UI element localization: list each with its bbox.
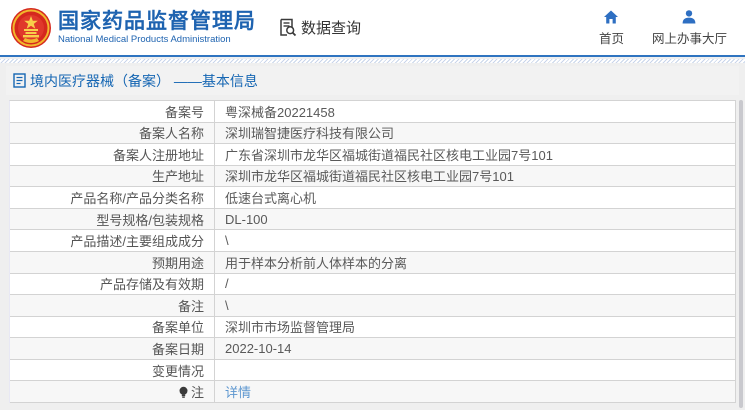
row-value: DL-100 [225,211,268,227]
row-label: 备案日期 [10,338,215,359]
agency-name-en: National Medical Products Administration [58,33,231,45]
table-row: 备案日期 2022-10-14 [10,338,735,360]
detail-link[interactable]: 详情 [225,385,252,401]
page-title: 境内医疗器械（备案） ——基本信息 [30,72,258,89]
row-label: 变更情况 [10,359,215,381]
row-label: 产品存储及有效期 [10,273,215,295]
row-value: 低速台式离心机 [225,191,317,207]
home-icon [604,10,619,23]
table-row: 预期用途 用于样本分析前人体样本的分离 [10,251,735,274]
table-row: 型号规格/包装规格 DL-100 [10,208,735,231]
page-title-bar: 境内医疗器械（备案） ——基本信息 [6,66,739,95]
table-row: 产品描述/主要组成成分 \ [10,230,735,252]
table-row: 备案人注册地址 广东省深圳市龙华区福城街道福民社区核电工业园7号101 [10,144,735,166]
bulb-icon [179,386,188,398]
data-query-label: 数据查询 [301,20,362,37]
table-row: 备案人名称 深圳瑞智捷医疗科技有限公司 [10,122,735,145]
user-icon [683,9,696,23]
row-value: 深圳市龙华区福城街道福民社区核电工业园7号101 [225,169,514,185]
row-label: 生产地址 [10,165,215,187]
row-value: 广东省深圳市龙华区福城街道福民社区核电工业园7号101 [225,147,553,163]
agency-name-zh: 国家药品监督管理局 [58,9,256,33]
header: 国家药品监督管理局 National Medical Products Admi… [0,0,745,57]
row-value: / [225,276,229,292]
data-query-tab[interactable]: 数据查询 [278,17,361,38]
row-label: 产品名称/产品分类名称 [10,187,215,208]
data-query-icon [280,18,297,37]
row-value: 用于样本分析前人体样本的分离 [225,255,408,271]
filing-info-table: 备案号 粤深械备20221458 备案人名称 深圳瑞智捷医疗科技有限公司 备案人注册地址… [9,100,736,403]
nav-service-hall[interactable]: 网上办事大厅 [652,9,727,47]
table-row: 备案号 粤深械备20221458 [10,101,735,123]
agency-logo: 国家药品监督管理局 National Medical Products Admi… [10,7,256,49]
document-icon [13,73,26,88]
table-row: 注详情 [10,381,735,403]
vertical-scrollbar[interactable] [739,100,743,408]
nav-home[interactable]: 首页 [599,9,624,47]
row-label: 型号规格/包装规格 [10,208,215,230]
header-hatch-divider [0,59,745,63]
table-row: 备注 \ [10,295,735,317]
row-label: 备案单位 [10,316,215,338]
national-emblem-icon [11,7,51,48]
table-row: 产品存储及有效期 / [10,273,735,296]
table-row: 备案单位 深圳市市场监督管理局 [10,316,735,339]
agency-name: 国家药品监督管理局 National Medical Products Admi… [58,10,256,46]
row-label: 备注 [10,295,215,316]
row-label: 备案号 [10,101,215,122]
row-value: \ [225,233,229,249]
row-value: \ [225,297,229,313]
row-value: 深圳瑞智捷医疗科技有限公司 [225,126,395,142]
table-row: 变更情况 [10,359,735,382]
row-value: 详情 [215,382,735,401]
row-label: 产品描述/主要组成成分 [10,230,215,251]
row-value: 2022-10-14 [225,340,292,356]
header-nav: 首页 网上办事大厅 [599,9,727,47]
table-row: 生产地址 深圳市龙华区福城街道福民社区核电工业园7号101 [10,165,735,188]
row-value: 粤深械备20221458 [225,104,335,120]
nav-service-hall-label: 网上办事大厅 [651,31,727,46]
nav-home-label: 首页 [598,31,624,46]
row-value: 深圳市市场监督管理局 [225,320,356,336]
row-label: 注 [10,381,215,402]
row-label: 备案人名称 [10,122,215,144]
row-label: 预期用途 [10,251,215,273]
row-label: 备案人注册地址 [10,144,215,165]
table-row: 产品名称/产品分类名称 低速台式离心机 [10,187,735,209]
